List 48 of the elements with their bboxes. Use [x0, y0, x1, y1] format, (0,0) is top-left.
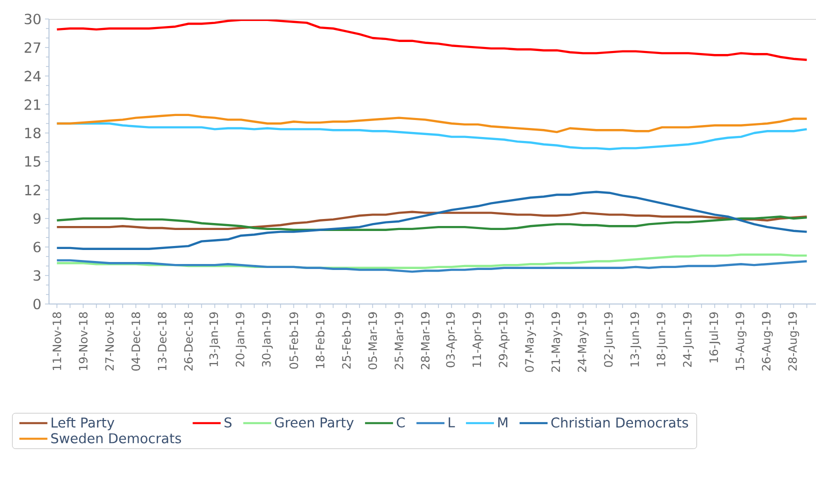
- y-tick-label: 6: [34, 242, 41, 252]
- x-tick-label: 19-Nov-18: [78, 312, 88, 370]
- x-tick-label: 25-Mar-19: [394, 312, 404, 370]
- x-tick-label: 16-Jul-19: [709, 312, 720, 362]
- legend-label: Sweden Democrats: [51, 432, 182, 444]
- y-tick-label: 27: [24, 42, 40, 53]
- y-tick-label: 9: [33, 213, 40, 224]
- y-tick-label: 24: [24, 70, 41, 82]
- legend-label: M: [498, 417, 508, 428]
- x-tick-label: 26-Dec-18: [184, 312, 193, 370]
- x-tick-label: 05-Feb-19: [289, 312, 298, 369]
- x-tick-label: 29-Apr-19: [498, 312, 510, 368]
- y-tick-label: 15: [25, 156, 40, 167]
- x-tick-label: 11-Apr-19: [472, 312, 484, 367]
- x-tick-label: 25-Feb-19: [342, 312, 351, 369]
- legend-label: Left Party: [52, 417, 114, 430]
- x-tick-label: 18-Jun-19: [656, 312, 668, 366]
- x-tick-label: 28-Aug-19: [788, 312, 800, 370]
- y-tick-label: 18: [25, 128, 41, 138]
- x-tick-label: 11-Nov-18: [52, 312, 62, 370]
- legend-label: L: [448, 417, 455, 428]
- x-tick-label: 28-Mar-19: [420, 312, 430, 370]
- x-tick-label: 24-May-19: [578, 312, 589, 372]
- x-tick-label: 27-Nov-18: [105, 312, 114, 370]
- legend-label: S: [224, 417, 232, 428]
- legend-label: Green Party: [275, 417, 354, 430]
- x-tick-label: 13-Dec-18: [158, 312, 166, 370]
- y-tick-label: 12: [25, 184, 40, 196]
- x-tick-label: 18-Feb-19: [316, 312, 324, 368]
- y-tick-label: 21: [24, 99, 40, 110]
- x-tick-label: 07-May-19: [525, 312, 536, 372]
- x-tick-label: 02-Jun-19: [604, 312, 615, 367]
- y-tick-label: 3: [34, 270, 40, 281]
- y-tick-label: 30: [24, 14, 41, 24]
- x-tick-label: 13-Jan-19: [209, 312, 220, 366]
- x-tick-label: 26-Aug-19: [762, 312, 773, 370]
- x-tick-label: 13-Jun-19: [630, 312, 642, 366]
- legend-label: C: [396, 417, 405, 428]
- x-tick-label: 24-Jun-19: [682, 312, 694, 367]
- x-tick-label: 30-Jan-19: [262, 312, 273, 367]
- x-tick-label: 04-Dec-18: [131, 312, 140, 371]
- y-tick-label: 0: [33, 298, 41, 310]
- x-tick-label: 21-May-19: [551, 312, 562, 372]
- legend-label: Christian Democrats: [551, 417, 688, 428]
- x-tick-label: 20-Jan-19: [236, 312, 246, 367]
- x-tick-label: 15-Aug-19: [736, 312, 746, 370]
- x-tick-label: 03-Apr-19: [446, 312, 458, 368]
- x-tick-label: 05-Mar-19: [368, 312, 377, 370]
